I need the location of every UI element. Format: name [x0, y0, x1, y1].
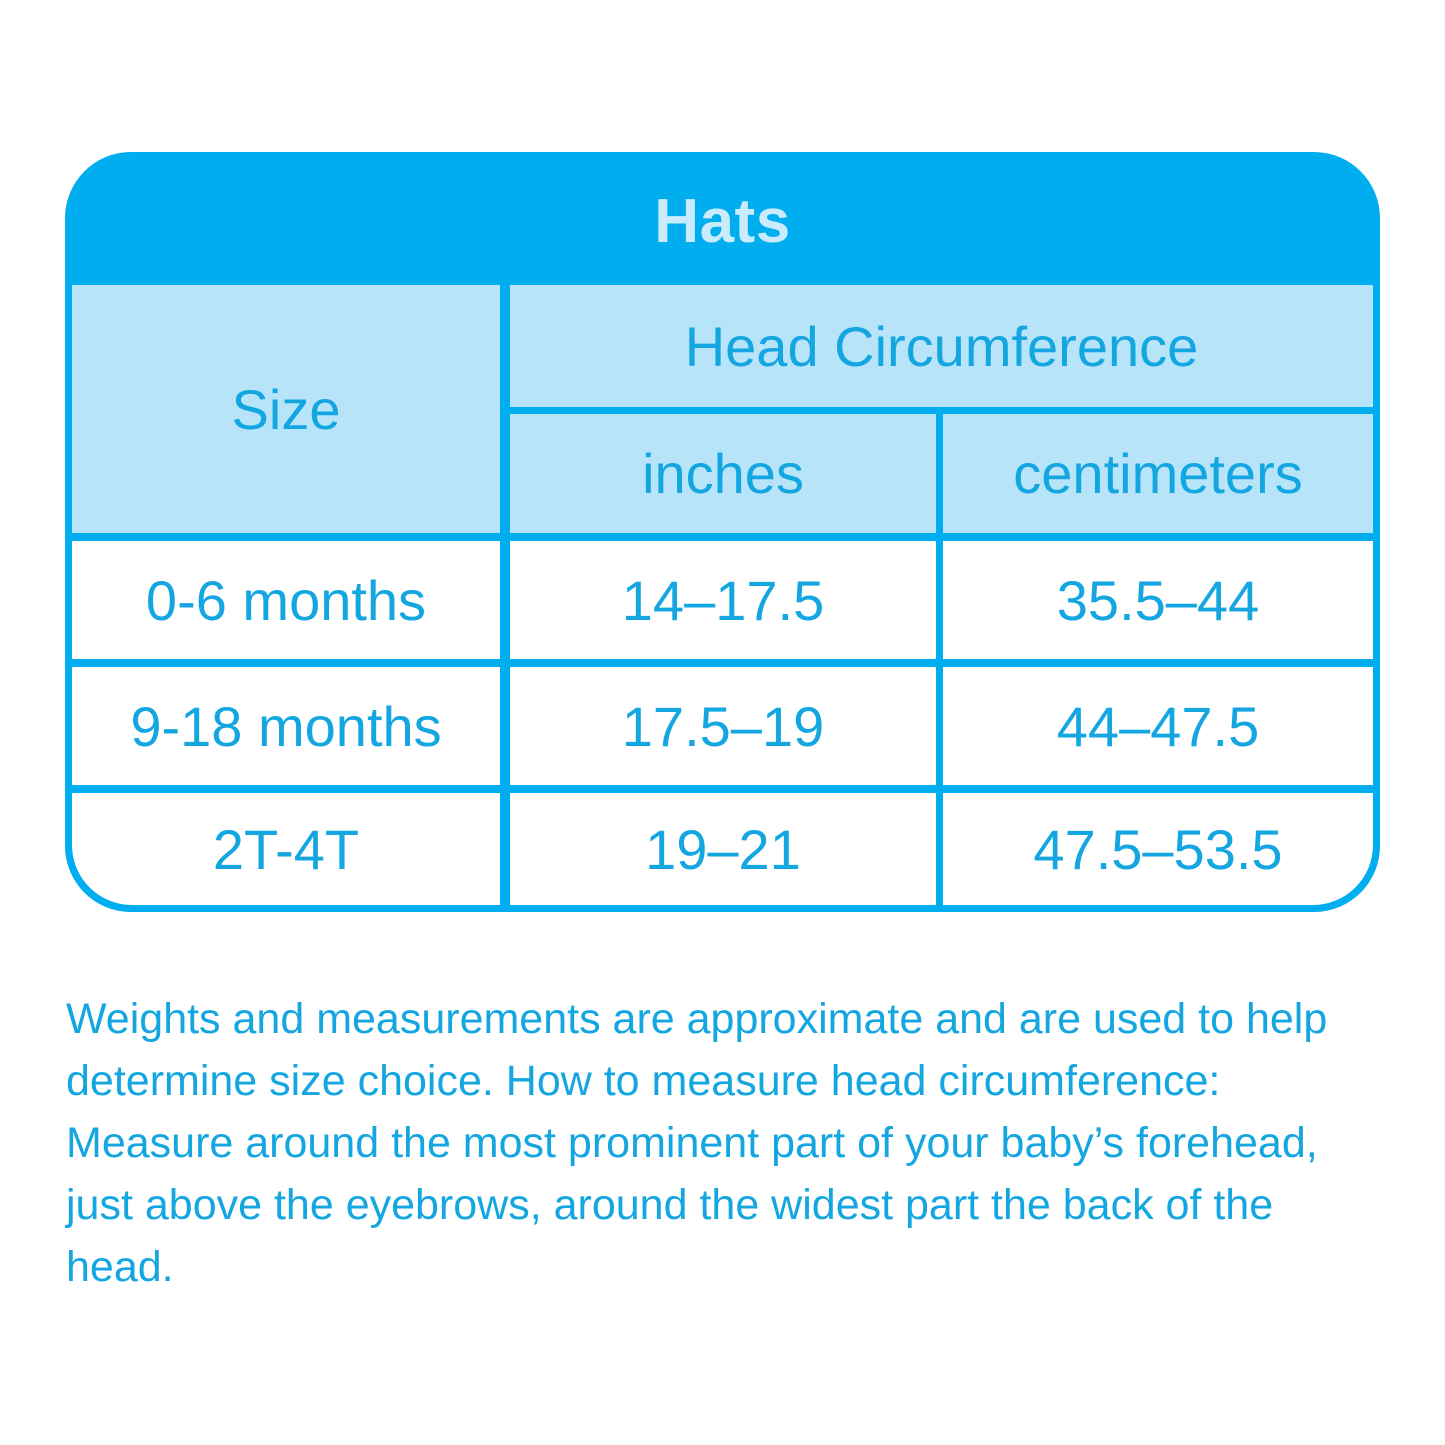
header-head-circumference: Head Circumference — [510, 285, 1373, 407]
row-3-inches: 19–21 — [510, 793, 936, 905]
row-1-inches: 14–17.5 — [510, 541, 936, 659]
row-1-size: 0-6 months — [72, 541, 500, 659]
header-centimeters: centimeters — [943, 414, 1373, 533]
row-1-centimeters: 35.5–44 — [943, 541, 1373, 659]
row-3-centimeters: 47.5–53.5 — [943, 793, 1373, 905]
measurement-footnote: Weights and measurements are approximate… — [66, 995, 1328, 1291]
row-3-size: 2T-4T — [72, 793, 500, 905]
title-band: Hats — [65, 152, 1380, 285]
chart-title: Hats — [654, 187, 791, 256]
header-size: Size — [72, 285, 500, 533]
row-2-centimeters: 44–47.5 — [943, 667, 1373, 785]
row-2-size: 9-18 months — [72, 667, 500, 785]
row-2-inches: 17.5–19 — [510, 667, 936, 785]
header-inches: inches — [510, 414, 936, 533]
size-chart-table: Hats Size Head Circumference inches cent… — [65, 152, 1380, 912]
